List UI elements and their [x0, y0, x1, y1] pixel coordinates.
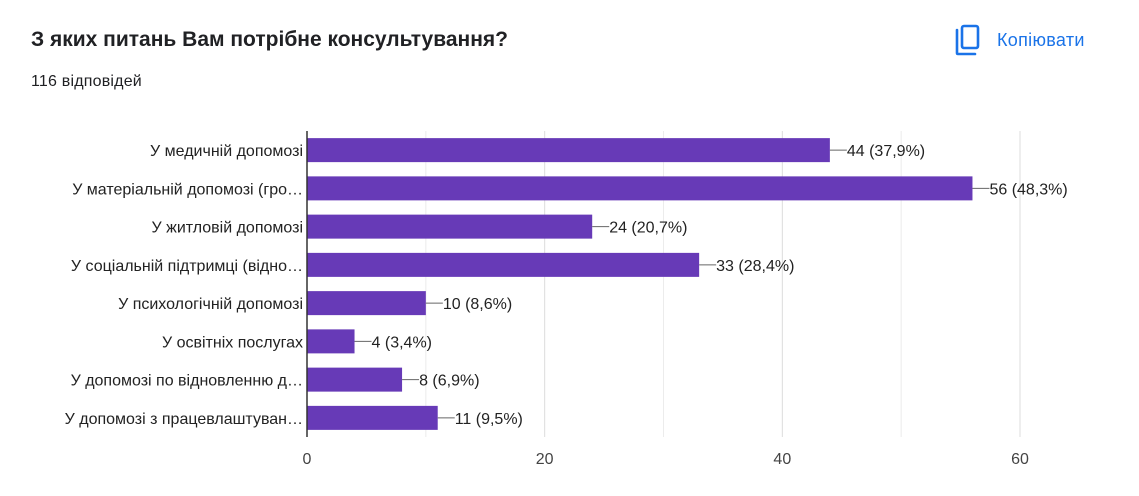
x-tick-label: 40: [773, 451, 791, 468]
category-label: У соціальній підтримці (відно…: [71, 258, 303, 275]
value-label: 8 (6,9%): [419, 373, 479, 390]
category-label: У матеріальній допомозі (гро…: [72, 181, 303, 198]
copy-label: Копіювати: [997, 29, 1085, 50]
bar: [307, 329, 355, 354]
value-label: 56 (48,3%): [989, 181, 1067, 198]
category-label: У медичній допомозі: [150, 143, 303, 160]
value-label: 10 (8,6%): [443, 296, 512, 313]
chart-title: З яких питань Вам потрібне консультуванн…: [31, 28, 508, 51]
value-label: 4 (3,4%): [372, 334, 432, 351]
category-label: У психологічній допомозі: [118, 296, 303, 313]
value-label: 24 (20,7%): [609, 220, 687, 237]
category-label: У допомозі по відновленню д…: [71, 373, 303, 390]
bar: [307, 291, 426, 316]
category-label: У освітніх послугах: [162, 334, 303, 351]
bar: [307, 176, 973, 201]
bar: [307, 405, 438, 430]
x-tick-label: 0: [303, 451, 312, 468]
bar: [307, 214, 593, 239]
copy-icon: [950, 22, 986, 58]
value-label: 44 (37,9%): [847, 143, 925, 160]
x-tick-label: 60: [1011, 451, 1029, 468]
bar: [307, 138, 830, 163]
bar: [307, 252, 700, 277]
copy-button[interactable]: Копіювати: [950, 20, 1085, 60]
value-label: 11 (9,5%): [455, 411, 523, 428]
category-label: У допомозі з працевлаштуван…: [65, 411, 303, 428]
bar: [307, 367, 403, 392]
x-tick-label: 20: [536, 451, 554, 468]
value-label: 33 (28,4%): [716, 258, 794, 275]
response-count: 116 відповідей: [31, 73, 142, 90]
category-label: У житловій допомозі: [152, 220, 303, 237]
